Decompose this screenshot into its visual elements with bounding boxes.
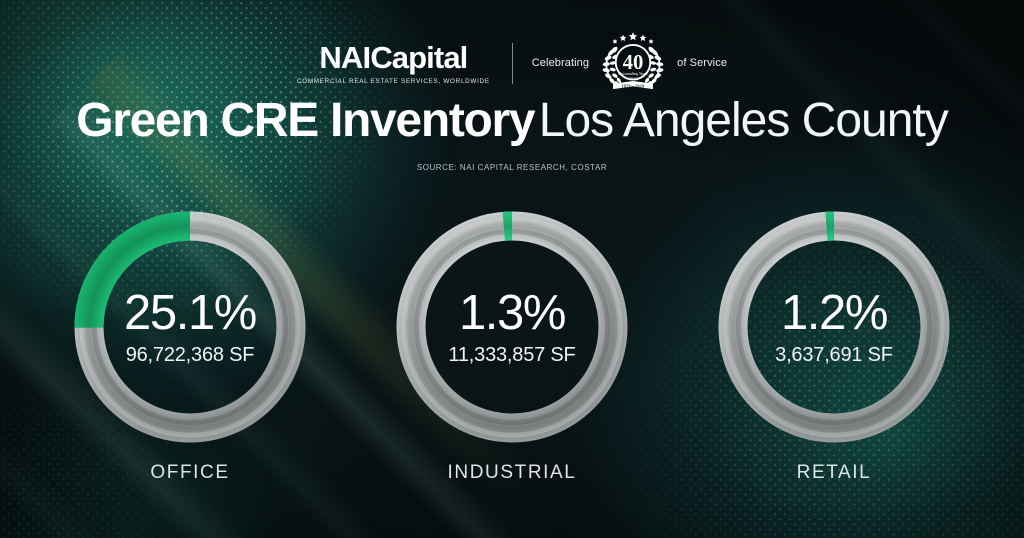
logo-wordmark: NAI Capital (319, 39, 468, 75)
donut-chart-group: 25.1% 96,722,368 SF OFFICE (0, 210, 1024, 484)
logo-tagline: COMMERCIAL REAL ESTATE SERVICES, WORLDWI… (296, 77, 490, 85)
donut-chart-retail: 1.2% 3,637,691 SF RETAIL (711, 210, 957, 484)
donut-ring-office: 25.1% 96,722,368 SF (73, 210, 307, 444)
badge-subscript-text: of Service (628, 77, 640, 80)
donut-chart-industrial: 1.3% 11,333,857 SF INDUSTRIAL (389, 210, 635, 484)
badge-script-text: Outstanding Years (618, 71, 648, 76)
title-bold-part: Green CRE Inventory (76, 94, 535, 147)
of-service-label: of Service (677, 57, 728, 69)
donut-label-industrial: INDUSTRIAL (447, 462, 577, 483)
source-attribution: SOURCE: NAI CAPITAL RESEARCH, COSTAR (416, 163, 608, 172)
donut-label-retail: RETAIL (796, 462, 872, 483)
celebrating-label: Celebrating (531, 57, 590, 69)
title-light-part: Los Angeles County (538, 94, 949, 147)
brand-header-row: NAI Capital COMMERCIAL REAL ESTATE SERVI… (0, 30, 1024, 96)
anniversary-block: Celebrating (532, 30, 727, 96)
page-title: Green CRE Inventory Los Angeles County (0, 97, 1024, 145)
donut-ring-industrial: 1.3% 11,333,857 SF (395, 210, 629, 444)
anniversary-badge-40-years: 40 Outstanding Years of Service 1979 - 2… (594, 30, 672, 96)
logo-capital-text: Capital (370, 39, 468, 75)
donut-chart-office: 25.1% 96,722,368 SF OFFICE (67, 210, 313, 484)
badge-ribbon-text: 1979 - 2019 (621, 83, 644, 88)
donut-ring-retail: 1.2% 3,637,691 SF (717, 210, 951, 444)
donut-label-office: OFFICE (150, 462, 230, 483)
nai-capital-logo: NAI Capital COMMERCIAL REAL ESTATE SERVI… (297, 42, 490, 85)
logo-nai-text: NAI (319, 39, 371, 75)
brand-divider (511, 42, 513, 84)
